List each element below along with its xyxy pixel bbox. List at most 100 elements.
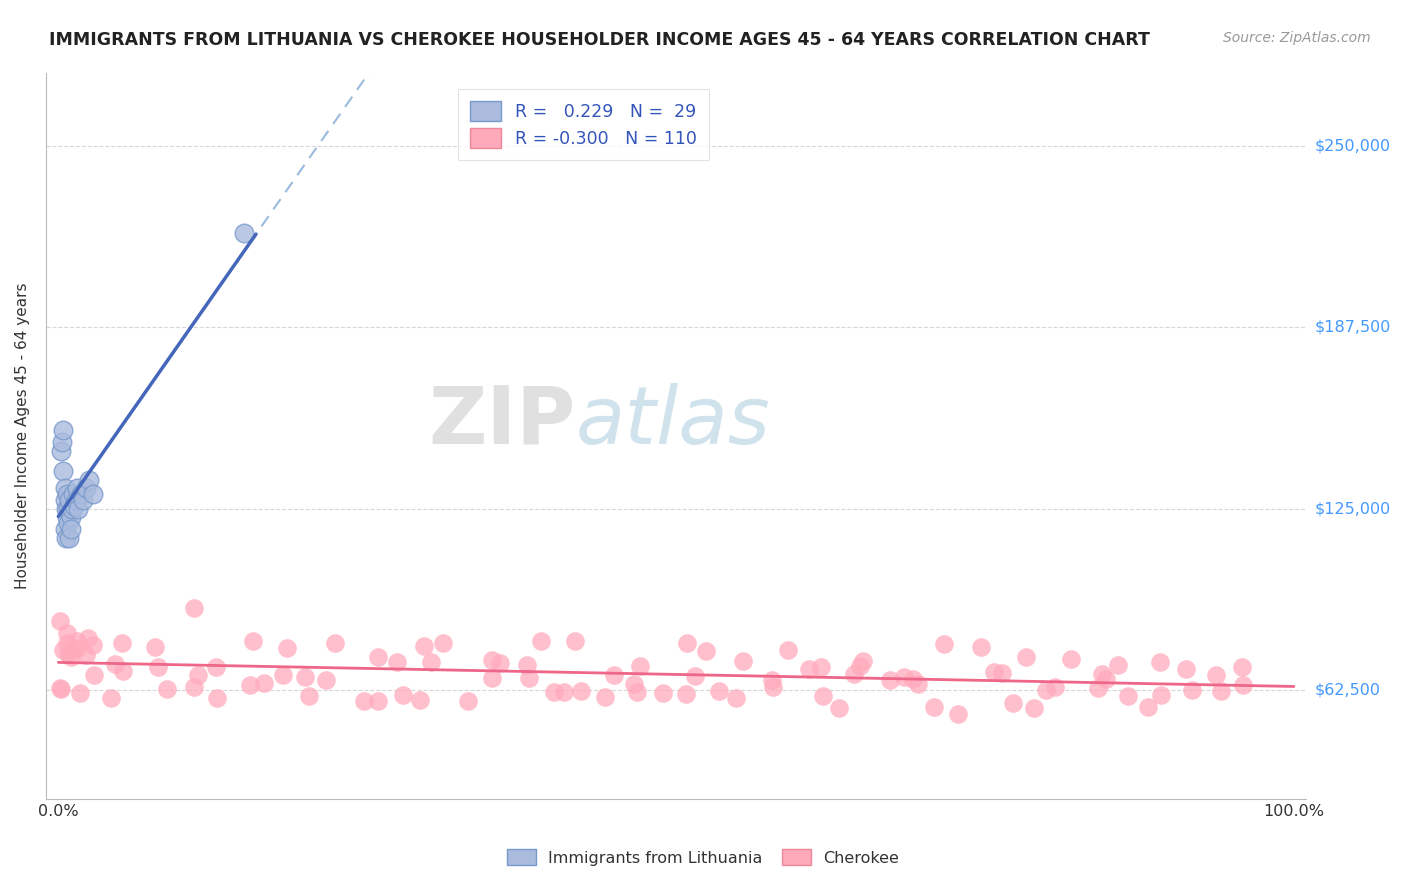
Point bbox=[481, 652, 503, 666]
Point bbox=[56, 487, 79, 501]
Point bbox=[100, 690, 122, 705]
Point bbox=[628, 659, 651, 673]
Point bbox=[58, 531, 80, 545]
Point bbox=[49, 443, 72, 458]
Point bbox=[797, 662, 820, 676]
Point bbox=[75, 648, 97, 663]
Point bbox=[82, 638, 104, 652]
Point bbox=[828, 700, 851, 714]
Point bbox=[569, 684, 592, 698]
Point bbox=[626, 685, 648, 699]
Point bbox=[353, 694, 375, 708]
Point bbox=[76, 631, 98, 645]
Point bbox=[707, 684, 730, 698]
Text: atlas: atlas bbox=[575, 383, 770, 460]
Point bbox=[776, 643, 799, 657]
Point bbox=[934, 637, 956, 651]
Point bbox=[603, 668, 626, 682]
Point bbox=[852, 654, 875, 668]
Text: ZIP: ZIP bbox=[427, 383, 575, 460]
Point bbox=[112, 664, 135, 678]
Point bbox=[990, 665, 1012, 680]
Point bbox=[232, 226, 254, 240]
Point bbox=[907, 676, 929, 690]
Point bbox=[58, 501, 80, 516]
Point bbox=[56, 625, 79, 640]
Point bbox=[1087, 681, 1109, 696]
Point bbox=[58, 647, 80, 661]
Point bbox=[205, 660, 228, 674]
Point bbox=[205, 691, 228, 706]
Point bbox=[58, 493, 80, 508]
Point bbox=[457, 694, 479, 708]
Point bbox=[66, 641, 89, 656]
Point bbox=[66, 481, 89, 495]
Point bbox=[52, 464, 75, 478]
Point bbox=[516, 657, 538, 672]
Point bbox=[1095, 673, 1118, 687]
Point bbox=[60, 650, 83, 665]
Point bbox=[553, 685, 575, 699]
Point bbox=[983, 665, 1005, 679]
Point bbox=[111, 636, 134, 650]
Point bbox=[489, 656, 512, 670]
Text: IMMIGRANTS FROM LITHUANIA VS CHEROKEE HOUSEHOLDER INCOME AGES 45 - 64 YEARS CORR: IMMIGRANTS FROM LITHUANIA VS CHEROKEE HO… bbox=[49, 31, 1150, 49]
Point bbox=[55, 531, 77, 545]
Point bbox=[143, 640, 166, 654]
Point bbox=[1174, 662, 1197, 676]
Point bbox=[48, 615, 70, 629]
Point bbox=[652, 686, 675, 700]
Point bbox=[67, 501, 90, 516]
Text: Source: ZipAtlas.com: Source: ZipAtlas.com bbox=[1223, 31, 1371, 45]
Point bbox=[72, 493, 94, 508]
Point bbox=[77, 473, 100, 487]
Point bbox=[52, 643, 75, 657]
Point bbox=[1136, 700, 1159, 714]
Point bbox=[59, 522, 82, 536]
Point bbox=[183, 601, 205, 615]
Point bbox=[725, 691, 748, 706]
Point bbox=[1091, 666, 1114, 681]
Point bbox=[543, 684, 565, 698]
Point bbox=[59, 510, 82, 524]
Point bbox=[432, 636, 454, 650]
Point bbox=[731, 654, 754, 668]
Point bbox=[48, 681, 70, 695]
Legend: Immigrants from Lithuania, Cherokee: Immigrants from Lithuania, Cherokee bbox=[498, 839, 908, 875]
Point bbox=[623, 676, 645, 690]
Point bbox=[1205, 668, 1227, 682]
Point bbox=[62, 487, 84, 501]
Point bbox=[104, 657, 127, 672]
Point bbox=[1150, 688, 1173, 702]
Text: $125,000: $125,000 bbox=[1315, 501, 1391, 516]
Point bbox=[1116, 689, 1139, 703]
Point bbox=[315, 673, 337, 688]
Point bbox=[253, 675, 276, 690]
Point bbox=[413, 639, 436, 653]
Point bbox=[367, 650, 389, 665]
Point bbox=[392, 688, 415, 702]
Point bbox=[1002, 696, 1025, 710]
Point bbox=[1043, 680, 1066, 694]
Point bbox=[593, 690, 616, 704]
Point bbox=[1232, 678, 1254, 692]
Point bbox=[924, 699, 946, 714]
Point bbox=[1107, 657, 1129, 672]
Point bbox=[1024, 701, 1046, 715]
Point bbox=[51, 434, 73, 449]
Point bbox=[879, 673, 901, 687]
Point bbox=[849, 658, 872, 673]
Point bbox=[294, 670, 316, 684]
Point bbox=[564, 634, 586, 648]
Point bbox=[239, 678, 262, 692]
Text: $250,000: $250,000 bbox=[1315, 138, 1391, 153]
Point bbox=[323, 635, 346, 649]
Point bbox=[409, 692, 432, 706]
Point bbox=[63, 499, 86, 513]
Point bbox=[298, 689, 321, 703]
Point bbox=[62, 642, 84, 657]
Point bbox=[948, 706, 970, 721]
Point bbox=[675, 687, 697, 701]
Point bbox=[183, 680, 205, 694]
Point bbox=[811, 689, 834, 703]
